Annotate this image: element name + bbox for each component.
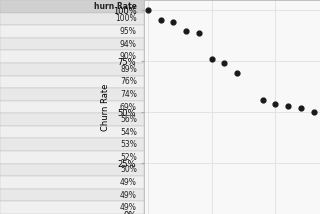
- Bar: [0, 101, 144, 113]
- Bar: [0, 13, 144, 25]
- Text: 100%: 100%: [115, 14, 137, 23]
- Bar: [0, 76, 144, 88]
- Point: [260, 98, 265, 102]
- Bar: [0, 151, 144, 164]
- Text: 54%: 54%: [120, 128, 137, 137]
- Y-axis label: Churn Rate: Churn Rate: [101, 83, 110, 131]
- Point: [273, 102, 278, 106]
- Point: [235, 72, 240, 75]
- Text: 50%: 50%: [120, 165, 137, 174]
- Text: 94%: 94%: [120, 40, 137, 49]
- Point: [311, 110, 316, 114]
- Bar: [0, 50, 144, 63]
- Point: [298, 106, 303, 110]
- Bar: [0, 138, 144, 151]
- Bar: [0, 189, 144, 201]
- Text: hurn Rate: hurn Rate: [94, 2, 137, 11]
- Point: [285, 104, 291, 108]
- Text: 76%: 76%: [120, 77, 137, 86]
- Point: [158, 19, 163, 22]
- Text: 49%: 49%: [120, 191, 137, 200]
- Text: 56%: 56%: [120, 115, 137, 124]
- Bar: [0, 176, 144, 189]
- Bar: [0, 63, 144, 76]
- Point: [145, 9, 150, 12]
- Text: 69%: 69%: [120, 103, 137, 111]
- Bar: [0, 0, 144, 13]
- Bar: [0, 164, 144, 176]
- Text: 49%: 49%: [120, 178, 137, 187]
- Bar: [0, 126, 144, 138]
- Text: 52%: 52%: [120, 153, 137, 162]
- Point: [209, 57, 214, 61]
- Point: [196, 31, 201, 34]
- Bar: [0, 25, 144, 38]
- Bar: [0, 201, 144, 214]
- Point: [171, 21, 176, 24]
- Text: 89%: 89%: [120, 65, 137, 74]
- Bar: [0, 38, 144, 50]
- Point: [184, 29, 189, 32]
- Text: 49%: 49%: [120, 203, 137, 212]
- Text: 90%: 90%: [120, 52, 137, 61]
- Text: 95%: 95%: [120, 27, 137, 36]
- Text: 74%: 74%: [120, 90, 137, 99]
- Bar: [0, 88, 144, 101]
- Point: [222, 61, 227, 65]
- Text: 53%: 53%: [120, 140, 137, 149]
- Bar: [0, 113, 144, 126]
